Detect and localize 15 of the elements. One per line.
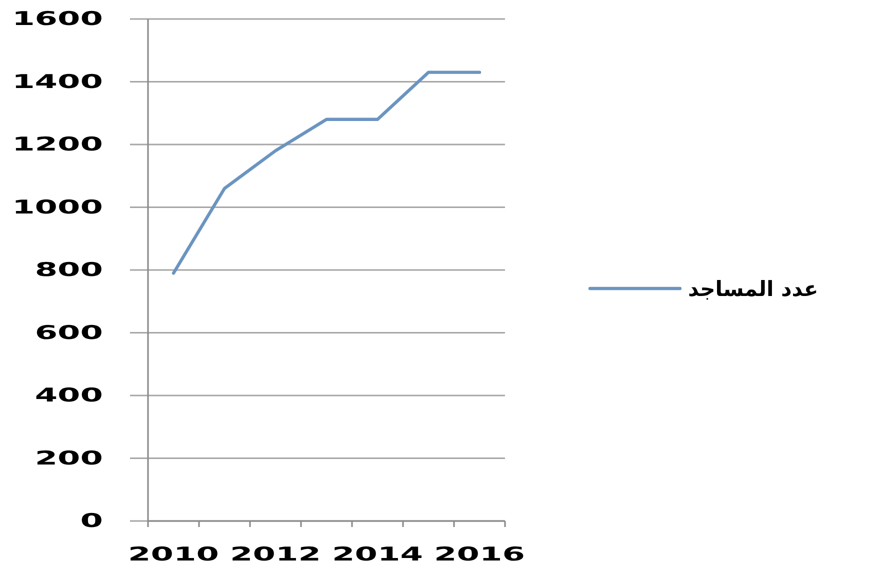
y-tick-label: 800 — [34, 259, 103, 282]
y-tick-label: 1200 — [12, 134, 103, 156]
y-tick-label: 0 — [80, 510, 103, 532]
y-tick-label: 600 — [34, 322, 103, 344]
x-tick-label: 2014 — [332, 543, 423, 566]
y-tick-label: 1600 — [12, 8, 103, 30]
x-tick-label: 2012 — [230, 543, 321, 566]
x-tick-label: 2010 — [128, 543, 219, 566]
y-tick-label: 400 — [34, 384, 103, 407]
line-series — [172, 70, 482, 275]
x-tick-label: 2016 — [434, 543, 525, 566]
legend-label: عدد المساجد — [688, 276, 818, 301]
y-tick-label: 1400 — [12, 70, 103, 93]
y-tick-label: 200 — [34, 447, 103, 470]
y-tick-label: 1000 — [12, 196, 103, 218]
